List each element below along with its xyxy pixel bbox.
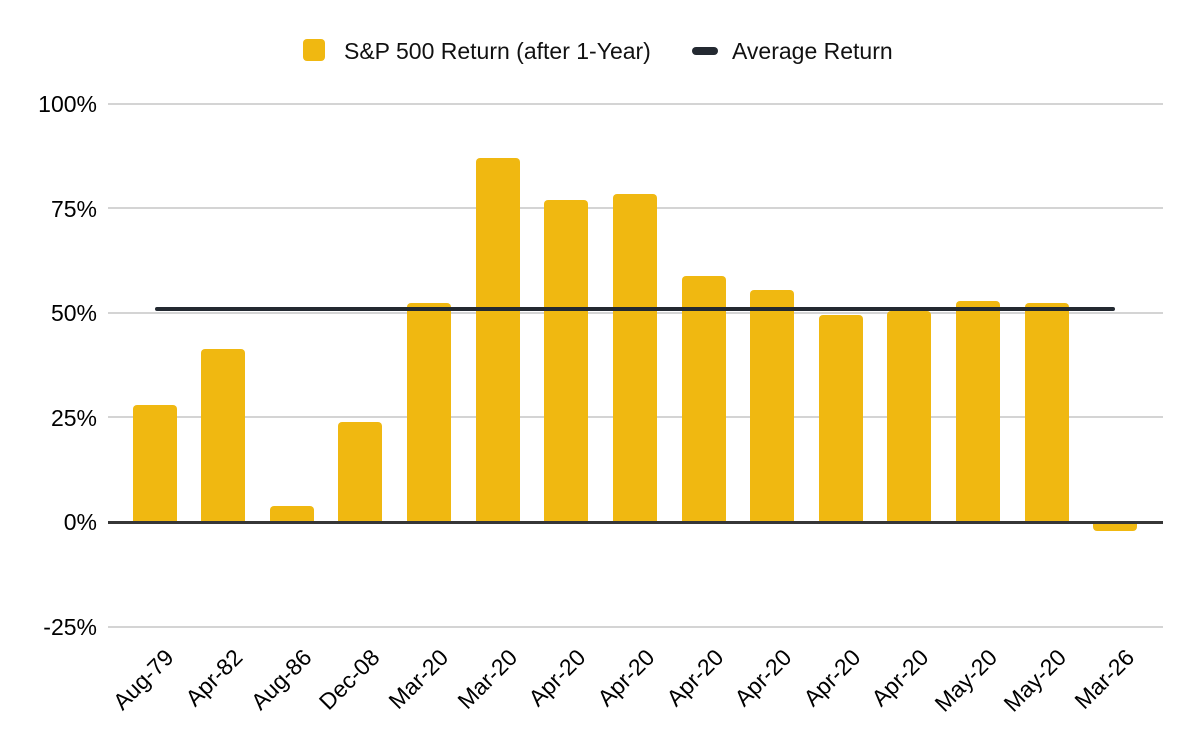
y-tick-label: 25% [50,404,97,431]
average-series-label: Average Return [732,38,893,64]
plot-area [108,102,1163,628]
x-tick-label: Apr-20 [523,644,591,712]
x-axis-zero-line [108,520,1163,524]
bar [407,302,452,523]
x-tick-label: Mar-20 [383,644,454,714]
bar [1024,302,1069,523]
sp500-series-label: S&P 500 Return (after 1-Year) [344,38,651,64]
bar [201,348,246,523]
bar [887,311,932,523]
x-tick-label: Apr-20 [866,644,934,712]
x-tick-label: Aug-86 [245,644,317,715]
y-tick-label: -25% [43,614,97,640]
chart-legend: S&P 500 Return (after 1-Year) Average Re… [0,0,1200,80]
x-tick-label: Apr-20 [660,644,728,712]
bar [475,158,520,523]
x-tick-label: May-20 [998,644,1072,717]
bar [681,275,726,523]
x-tick-label: Mar-26 [1069,644,1140,714]
bar [750,290,795,523]
x-tick-label: Apr-20 [797,644,866,712]
x-tick-label: Apr-20 [592,644,660,712]
x-tick-label: Apr-20 [729,644,797,712]
y-tick-label: 100% [38,91,97,117]
bar [269,505,314,523]
bar [132,405,177,523]
x-tick-label: May-20 [929,644,1003,717]
x-tick-label: Mar-20 [452,644,523,714]
x-tick-label: Aug-79 [108,644,179,715]
average-return-line [154,307,1116,312]
y-tick-label: 50% [50,300,97,327]
bar [818,315,863,523]
y-tick-label: 75% [50,195,97,222]
bar [544,200,589,523]
sp500-series-swatch-icon [303,39,325,61]
bar [338,421,383,523]
bar [1093,524,1138,531]
x-tick-label: Dec-08 [313,644,385,715]
gridline [108,102,1163,105]
average-series-dash-icon [692,47,718,55]
x-tick-label: Apr-82 [180,644,248,712]
y-tick-label: 0% [63,509,97,536]
bar [956,300,1001,523]
bar [612,193,657,523]
gridline [108,625,1163,628]
